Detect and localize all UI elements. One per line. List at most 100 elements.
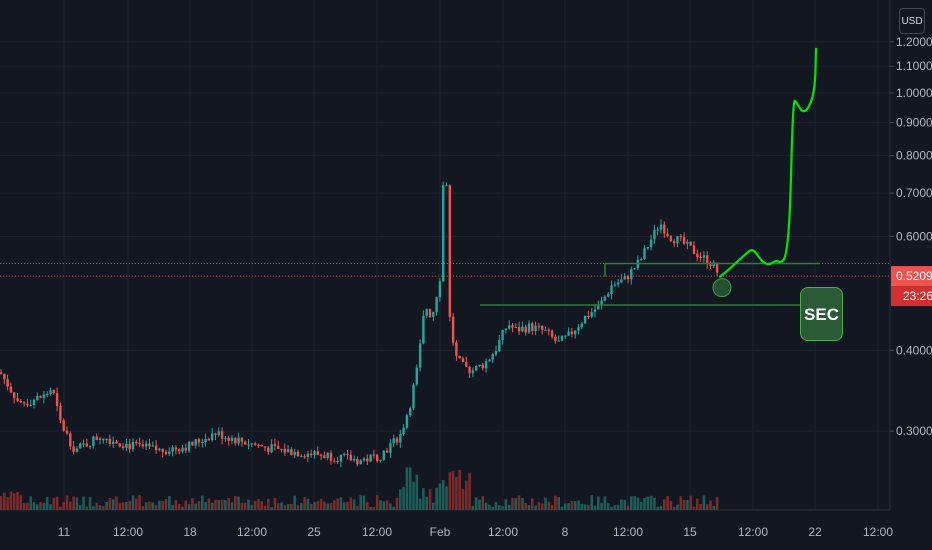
volume-bar — [441, 480, 445, 510]
candle-body — [154, 445, 158, 451]
volume-bar — [570, 501, 574, 510]
candle-body — [296, 451, 300, 457]
volume-bar — [567, 503, 570, 510]
volume-bar — [263, 505, 267, 510]
volume-bar — [511, 497, 514, 510]
candle-body — [455, 342, 458, 356]
volume-bar — [201, 495, 204, 510]
volume-bar — [352, 499, 356, 510]
candle-body — [442, 185, 445, 282]
candle-body — [653, 229, 656, 240]
candle-body — [564, 335, 567, 337]
candle-body — [438, 281, 442, 298]
volume-bar — [339, 497, 343, 510]
volume-bar — [85, 506, 89, 510]
volume-bar — [128, 501, 131, 510]
candle-body — [323, 455, 326, 458]
volume-bar — [151, 502, 155, 510]
volume-bar — [613, 505, 617, 510]
volume-bar — [474, 497, 478, 510]
volume-bar — [712, 505, 716, 510]
volume-bar — [372, 506, 376, 510]
volume-bar — [290, 503, 293, 510]
candle-body — [253, 443, 257, 445]
candle-body — [432, 312, 435, 318]
candle-body — [95, 436, 98, 440]
candle-body — [633, 268, 636, 270]
volume-bar — [616, 504, 620, 510]
volume-bar — [488, 504, 491, 510]
volume-bar — [653, 497, 656, 510]
time-tick-label: 8 — [562, 525, 569, 539]
volume-bar — [547, 501, 551, 510]
candle-body — [550, 330, 554, 337]
candle-body — [161, 448, 164, 452]
candle-body — [607, 293, 610, 297]
candle-body — [362, 458, 366, 461]
candle-body — [399, 434, 402, 443]
candle-body — [673, 241, 676, 244]
volume-bar — [461, 489, 465, 510]
candle-body — [326, 452, 329, 458]
candle-body — [92, 436, 95, 446]
volume-bar — [395, 497, 399, 510]
volume-bar — [42, 503, 46, 510]
candle-body — [696, 253, 699, 258]
time-tick-label: 12:00 — [113, 525, 143, 539]
candle-body — [303, 456, 306, 458]
volume-bar — [230, 502, 234, 510]
volume-bar — [191, 498, 194, 510]
candle-body — [135, 442, 138, 444]
candle-body — [55, 393, 59, 407]
candle-body — [534, 325, 537, 332]
volume-bar — [257, 499, 260, 510]
volume-bar — [451, 470, 455, 510]
volume-bar — [32, 502, 36, 510]
candle-body — [583, 315, 587, 324]
candle-body — [405, 415, 409, 428]
candle-body — [557, 340, 560, 342]
candle-body — [352, 458, 356, 461]
time-tick-label: 12:00 — [237, 525, 267, 539]
volume-bar — [210, 502, 214, 510]
candle-body — [600, 300, 603, 305]
volume-bar — [300, 503, 303, 510]
volume-bar — [399, 489, 402, 510]
volume-bar — [323, 501, 326, 510]
candle-body — [640, 258, 643, 260]
volume-bar — [356, 505, 359, 510]
volume-bar — [197, 501, 201, 510]
sec-annotation: SEC — [800, 287, 843, 341]
currency-selector[interactable]: USD — [899, 8, 925, 34]
volume-bar — [481, 496, 485, 510]
volume-bar — [557, 497, 560, 510]
volume-bar — [9, 491, 13, 510]
volume-bar — [639, 501, 643, 510]
volume-bar — [517, 495, 521, 510]
candle-body — [514, 326, 517, 328]
candle-body — [613, 284, 616, 286]
volume-bar — [306, 498, 310, 510]
candle-body — [676, 236, 679, 244]
volume-bar — [36, 504, 39, 510]
volume-bar — [22, 503, 26, 510]
candle-body — [22, 402, 26, 404]
candle-body — [587, 315, 590, 317]
volume-bar — [336, 498, 339, 510]
candle-body — [409, 408, 412, 416]
volume-bar — [95, 502, 98, 510]
candle-body — [527, 323, 531, 333]
volume-bar — [382, 501, 386, 510]
candle-body — [128, 443, 131, 450]
volume-bar — [207, 498, 211, 510]
volume-bar — [682, 499, 686, 510]
candle-body — [475, 366, 478, 371]
volume-bar — [98, 505, 102, 510]
volume-bar — [121, 502, 125, 510]
volume-bar — [412, 481, 415, 510]
candle-body — [369, 454, 372, 462]
